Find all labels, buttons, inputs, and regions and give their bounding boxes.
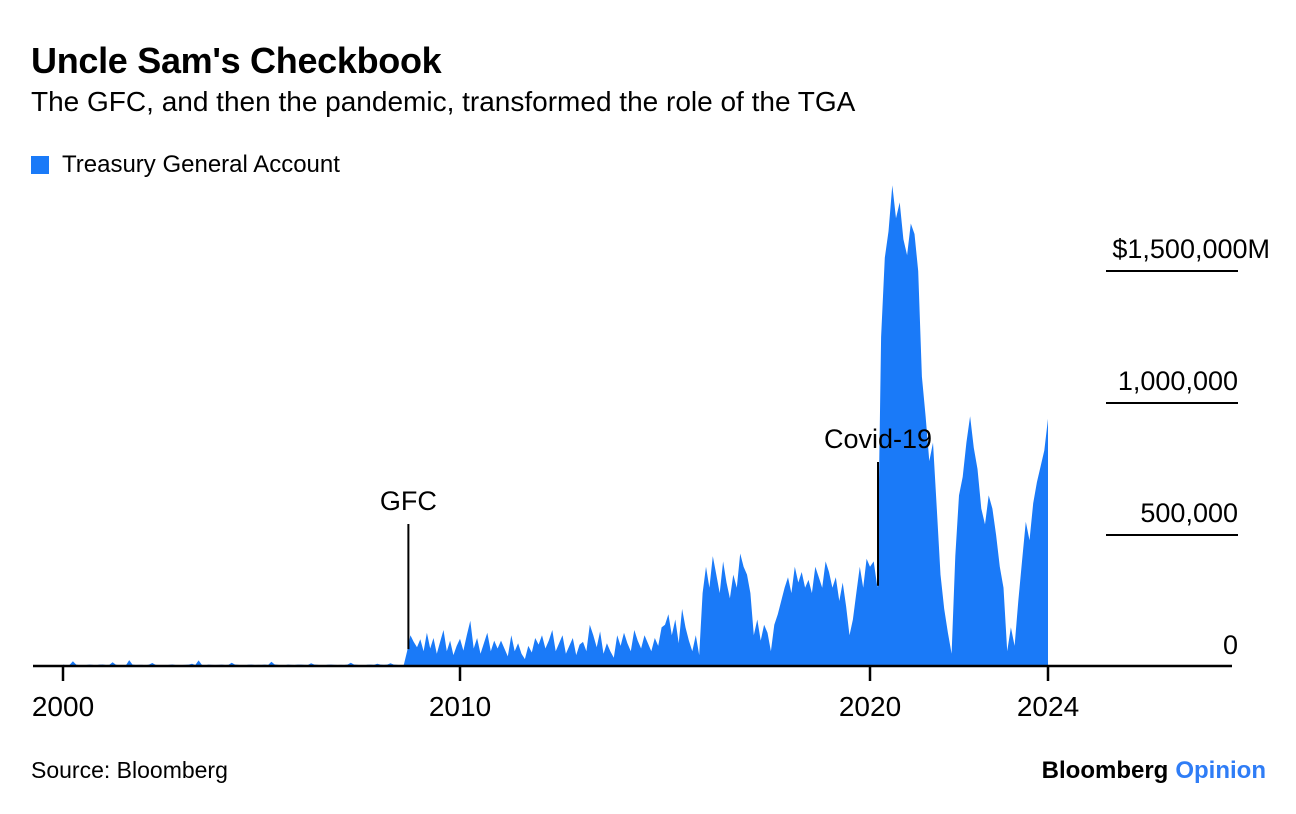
y-axis-label: $1,500,000M (1112, 234, 1270, 264)
annotation-gfc: GFC (379, 486, 437, 516)
legend-label: Treasury General Account (62, 151, 340, 178)
source-attribution: Source: Bloomberg (31, 757, 228, 783)
y-axis-gridline (1106, 402, 1238, 404)
annotation-covid: Covid-19 (823, 424, 933, 454)
x-axis-label: 2010 (428, 691, 492, 722)
legend: Treasury General Account (31, 151, 340, 179)
page-title: Uncle Sam's Checkbook (31, 40, 442, 81)
x-axis-label: 2024 (1016, 691, 1080, 722)
logo-bloomberg: Bloomberg (1041, 757, 1169, 784)
chart-subtitle: The GFC, and then the pandemic, transfor… (31, 86, 856, 117)
logo-opinion: Opinion (1175, 757, 1266, 784)
y-axis-label: 0 (1222, 630, 1238, 660)
x-axis-label: 2000 (31, 691, 95, 722)
x-axis-label: 2020 (838, 691, 902, 722)
bloomberg-opinion-logo: Bloomberg Opinion (1042, 757, 1266, 785)
y-axis-label: 1,000,000 (1117, 366, 1238, 396)
legend-swatch-icon (31, 156, 49, 174)
y-axis-gridline (1106, 534, 1238, 536)
y-axis-label: 500,000 (1140, 498, 1238, 528)
y-axis-gridline (1106, 270, 1238, 272)
